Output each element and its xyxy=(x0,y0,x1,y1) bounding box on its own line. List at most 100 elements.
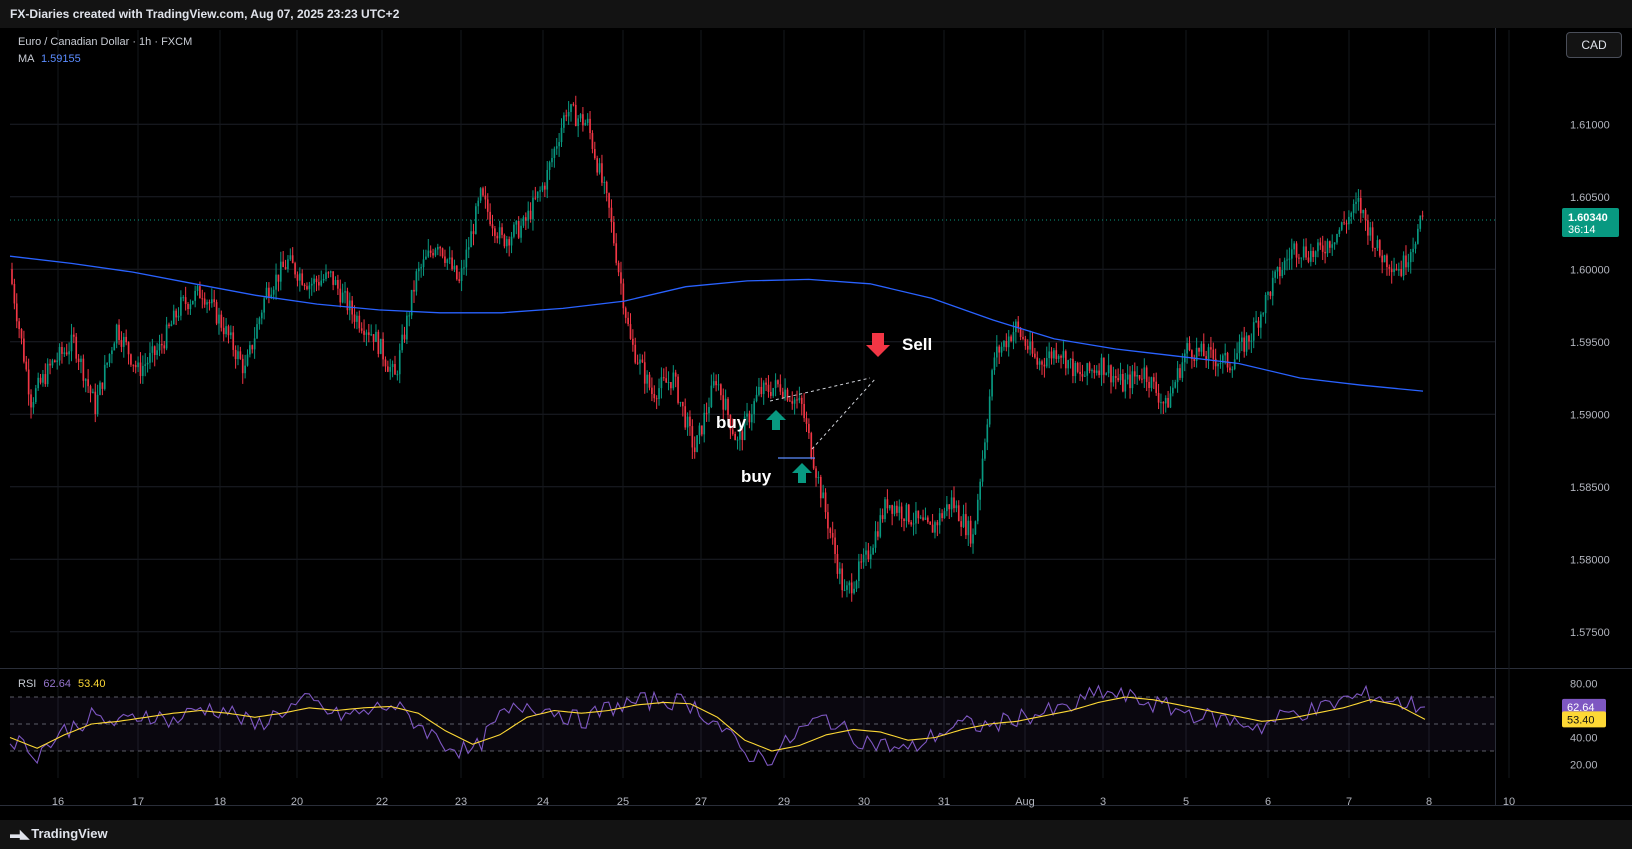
candle-body xyxy=(82,358,85,381)
candle-body xyxy=(1079,371,1081,375)
candle-body xyxy=(988,396,991,425)
buy-label-2: buy xyxy=(741,467,772,486)
candle-body xyxy=(886,499,889,509)
candle-body xyxy=(260,312,263,319)
candle-body xyxy=(520,225,522,238)
candle-body xyxy=(705,412,708,414)
candle-body xyxy=(475,206,477,234)
candle-body xyxy=(1136,375,1138,377)
candle-body xyxy=(1257,320,1260,328)
candle-body xyxy=(39,377,42,383)
candle-body xyxy=(891,505,893,514)
candle-body xyxy=(827,512,829,529)
candle-body xyxy=(946,504,948,512)
candle-body xyxy=(1298,257,1300,259)
candle-body xyxy=(810,433,813,458)
candle-body xyxy=(456,265,458,280)
candle-body xyxy=(679,401,682,403)
candle-body xyxy=(396,374,399,376)
candle-body xyxy=(553,148,556,158)
ma-label: MA xyxy=(18,53,34,65)
candle-body xyxy=(1236,353,1238,360)
candle-body xyxy=(320,280,323,286)
candle-body xyxy=(15,303,18,322)
candle-body xyxy=(643,362,646,384)
candle-body xyxy=(1319,242,1322,246)
time-tick-label: 8 xyxy=(1426,796,1432,808)
candle-body xyxy=(99,382,101,395)
price-tick-label: 1.57500 xyxy=(1570,627,1610,639)
candle-body xyxy=(534,197,537,199)
candle-body xyxy=(598,163,601,173)
candle-body xyxy=(591,133,594,149)
time-tick-label: 6 xyxy=(1265,796,1271,808)
candle-body xyxy=(791,401,794,404)
candle-body xyxy=(774,380,777,389)
candle-body xyxy=(915,510,917,524)
candle-body xyxy=(884,499,886,520)
candle-body xyxy=(486,199,489,212)
candle-body xyxy=(577,118,579,127)
candle-body xyxy=(427,250,430,257)
candle-body xyxy=(546,169,549,190)
candle-body xyxy=(106,362,108,365)
candle-body xyxy=(1188,343,1191,351)
currency-button[interactable]: CAD xyxy=(1566,32,1622,58)
candle-body xyxy=(1293,243,1295,250)
candle-body xyxy=(762,382,765,395)
candle-body xyxy=(337,279,339,289)
rsi-value-badge xyxy=(1562,698,1606,715)
candle-body xyxy=(874,531,877,548)
candle-body xyxy=(391,364,394,368)
candle-body xyxy=(360,328,363,331)
candle-body xyxy=(1314,251,1317,258)
time-tick-label: 17 xyxy=(132,796,144,808)
candle-body xyxy=(282,261,285,268)
candle-body xyxy=(467,247,470,250)
candle-body xyxy=(991,370,993,397)
candle-body xyxy=(1110,365,1112,383)
time-tick-label: 20 xyxy=(291,796,303,808)
candle-body xyxy=(1407,262,1410,268)
candle-body xyxy=(570,104,572,112)
candle-body xyxy=(613,222,615,244)
candle-body xyxy=(1024,338,1027,346)
candle-body xyxy=(315,278,318,283)
candle-body xyxy=(310,283,313,286)
candle-body xyxy=(831,532,834,538)
candle-body xyxy=(986,424,989,443)
candle-body xyxy=(111,350,113,355)
time-tick-label: 25 xyxy=(617,796,629,808)
candle-body xyxy=(332,271,334,285)
candle-body xyxy=(1312,250,1315,258)
candle-body xyxy=(741,431,744,440)
candle-body xyxy=(184,297,187,304)
candle-body xyxy=(13,283,16,304)
candle-body xyxy=(1383,255,1386,263)
candle-body xyxy=(967,520,970,536)
candle-body xyxy=(1295,243,1298,258)
candle-body xyxy=(995,346,998,358)
candle-body xyxy=(1017,321,1020,329)
candle-body xyxy=(182,297,185,299)
candle-body xyxy=(446,259,449,263)
candle-body xyxy=(736,439,739,441)
candle-body xyxy=(796,399,798,401)
candle-body xyxy=(1226,352,1229,368)
candle-body xyxy=(1233,359,1236,370)
candle-body xyxy=(118,324,120,341)
candle-body xyxy=(180,297,182,316)
tradingview-logo[interactable]: ▬◣ TradingView xyxy=(10,826,108,841)
candle-body xyxy=(237,351,239,360)
candle-body xyxy=(61,347,63,354)
candle-body xyxy=(777,380,779,385)
price-tick-label: 1.60500 xyxy=(1570,192,1610,204)
sell-arrow-icon xyxy=(866,333,890,357)
time-tick-label: 7 xyxy=(1346,796,1352,808)
candle-body xyxy=(1367,220,1369,236)
ma-legend: MA 1.59155 xyxy=(18,53,81,65)
candle-body xyxy=(1145,367,1148,382)
candle-body xyxy=(1221,355,1224,363)
candle-body xyxy=(701,425,703,435)
